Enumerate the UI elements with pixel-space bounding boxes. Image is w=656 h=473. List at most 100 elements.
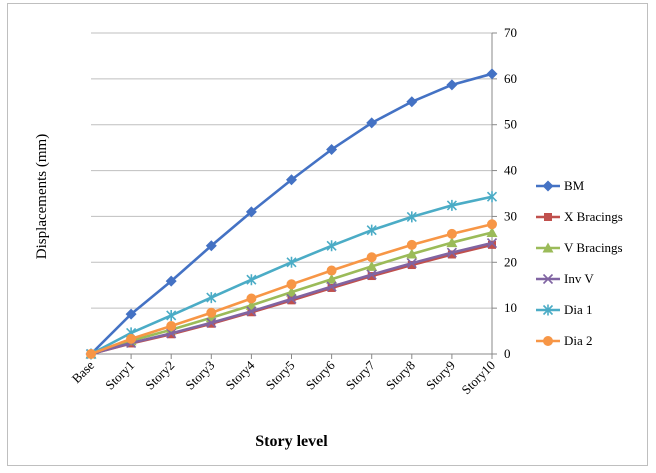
legend-item-bm: BM xyxy=(536,178,585,193)
y-tick-label: 60 xyxy=(504,71,517,86)
data-point-dia-2 xyxy=(166,321,177,332)
legend-label: Inv V xyxy=(564,271,594,286)
data-point-dia-1 xyxy=(166,309,177,321)
data-point-dia-2 xyxy=(86,349,96,359)
legend-marker-x-bracings xyxy=(544,213,552,221)
series-line-dia-1 xyxy=(90,195,493,356)
data-point-bm xyxy=(366,117,378,129)
data-point-v-bracings xyxy=(486,226,498,237)
data-point-dia-1 xyxy=(366,224,377,236)
data-point-dia-2 xyxy=(126,333,137,344)
data-point-dia-2 xyxy=(446,228,457,239)
legend-marker-v-bracings xyxy=(542,242,554,253)
data-point-x-bracings xyxy=(407,261,416,270)
data-point-dia-1 xyxy=(486,191,498,203)
data-point-v-bracings xyxy=(286,286,297,297)
x-tick-label: Story3 xyxy=(182,358,217,393)
data-point-inv-v xyxy=(206,317,217,328)
y-tick-label: 50 xyxy=(504,117,517,132)
legend-label: BM xyxy=(564,178,585,193)
data-point-inv-v xyxy=(166,328,177,339)
data-point-bm xyxy=(286,174,297,186)
data-point-x-bracings xyxy=(287,296,296,305)
data-point-inv-v xyxy=(246,306,257,317)
y-tick-label: 30 xyxy=(504,208,517,223)
data-point-dia-1 xyxy=(406,211,417,223)
chart-frame: 0 10 20 30 40 50 60 70 Base Story1 Story2 Story3 St… xyxy=(7,3,648,466)
data-point-inv-v xyxy=(446,247,457,258)
data-point-v-bracings xyxy=(446,237,458,248)
data-point-dia-2 xyxy=(406,239,417,250)
legend-item-x-bracings: X Bracings xyxy=(536,209,623,224)
data-point-dia-2 xyxy=(366,252,377,263)
legend-label: V Bracings xyxy=(564,240,623,255)
y-tick-label: 20 xyxy=(504,254,517,269)
y-tick-label: 40 xyxy=(504,163,517,178)
data-point-x-bracings xyxy=(488,240,496,249)
data-point-x-bracings xyxy=(327,283,336,292)
data-point-dia-2 xyxy=(326,265,337,276)
legend-item-dia-1: Dia 1 xyxy=(536,302,593,317)
data-point-dia-1 xyxy=(446,199,457,211)
x-tick-label: Base xyxy=(69,357,98,386)
data-point-inv-v xyxy=(286,293,297,305)
x-tick-label: Story7 xyxy=(343,357,378,392)
series-bm xyxy=(85,68,498,360)
series-dia-2 xyxy=(86,219,497,359)
legend-item-v-bracings: V Bracings xyxy=(536,240,623,255)
data-point-inv-v xyxy=(406,258,417,269)
data-point-inv-v xyxy=(326,281,337,292)
legend-marker-dia-1 xyxy=(542,304,554,316)
x-tick-label: Story5 xyxy=(262,358,297,393)
data-point-v-bracings xyxy=(245,299,257,310)
data-point-bm xyxy=(406,96,418,108)
y-tick-label: 0 xyxy=(504,346,511,361)
legend-item-dia-2: Dia 2 xyxy=(536,333,593,348)
data-point-bm xyxy=(326,143,338,155)
legend-label: Dia 2 xyxy=(564,333,593,348)
x-tick-label: Story6 xyxy=(303,357,338,392)
data-point-dia-1 xyxy=(286,256,297,268)
data-point-dia-1 xyxy=(246,274,257,286)
x-axis: Base Story1 Story2 Story3 Story4 Story5 Story6… xyxy=(69,353,498,398)
x-tick-label: Story9 xyxy=(423,358,458,393)
data-point-bm xyxy=(205,240,217,252)
x-tick-label: Story4 xyxy=(222,357,257,392)
data-point-dia-2 xyxy=(246,293,257,304)
data-point-v-bracings xyxy=(366,260,378,271)
series-layer xyxy=(85,68,498,360)
legend: BM X Bracings V Bracings Inv V Dia 1 Dia 2 xyxy=(536,178,623,348)
data-point-bm xyxy=(165,275,177,287)
legend-marker-inv-v xyxy=(542,273,554,285)
data-point-bm xyxy=(125,308,137,320)
legend-marker-bm xyxy=(542,180,554,192)
x-axis-title: Story level xyxy=(255,433,328,450)
gridlines xyxy=(91,32,492,309)
x-tick-label: Story10 xyxy=(458,358,498,398)
y-axis: 0 10 20 30 40 50 60 70 xyxy=(491,25,517,361)
data-point-v-bracings xyxy=(406,248,418,259)
data-point-inv-v xyxy=(366,269,377,280)
data-point-bm xyxy=(486,68,498,80)
series-line-bm xyxy=(90,72,493,355)
x-tick-label: Story8 xyxy=(383,358,418,393)
data-point-dia-2 xyxy=(206,307,217,318)
data-point-v-bracings xyxy=(326,273,338,284)
data-point-dia-2 xyxy=(286,279,297,290)
data-point-dia-2 xyxy=(487,219,497,230)
data-point-bm xyxy=(245,206,257,218)
x-tick-label: Story2 xyxy=(142,358,177,393)
x-tick-label: Story1 xyxy=(102,358,137,393)
data-point-dia-1 xyxy=(206,292,217,304)
legend-marker-dia-2 xyxy=(543,336,553,346)
y-tick-label: 10 xyxy=(504,300,517,315)
legend-item-inv-v: Inv V xyxy=(536,271,594,286)
data-point-x-bracings xyxy=(367,272,376,281)
data-point-x-bracings xyxy=(447,250,456,259)
y-tick-label: 70 xyxy=(504,25,517,40)
legend-label: Dia 1 xyxy=(564,302,593,317)
legend-label: X Bracings xyxy=(564,209,623,224)
y-axis-title: Displacements (mm) xyxy=(34,134,50,259)
data-point-bm xyxy=(446,79,458,91)
